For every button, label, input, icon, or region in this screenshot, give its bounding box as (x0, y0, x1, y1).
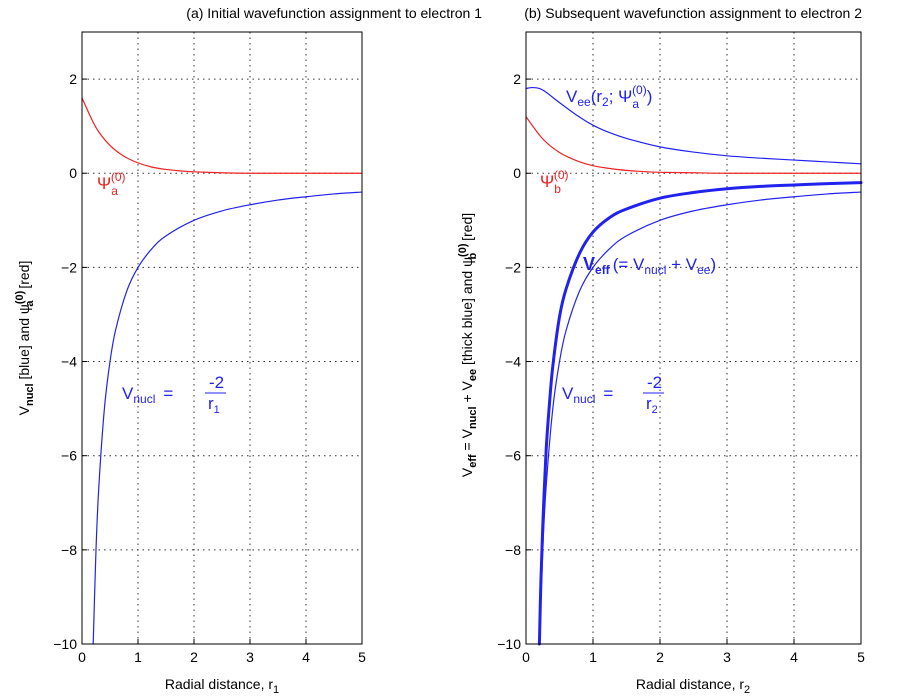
panel-a-x-label: Radial distance, r1 (165, 676, 279, 696)
panel-b-series-3-line (525, 116, 862, 174)
panel-b-psi-label: Ψb(0) (540, 168, 569, 196)
panel-b-y-tick-label: 2 (513, 71, 521, 87)
panel-b-veff-label: Veff (= Vnucl + Vee) (583, 254, 716, 277)
panel-a-x-tick-label: 3 (246, 649, 254, 665)
panel-b-y-tick-label: −10 (497, 636, 521, 652)
panel-b-series-0-line (538, 191, 862, 645)
panel-a-y-tick-label: 0 (69, 165, 77, 181)
panel-a-y-tick-label: −8 (61, 542, 77, 558)
panel-b-y-tick-label: −8 (505, 542, 521, 558)
panel-a-series-1-line (81, 97, 363, 174)
panel-b-y-label: Veff = Vnucl + Vee [thick blue] and ψ(0)… (457, 213, 479, 477)
panel-b-y-tick-label: 0 (513, 165, 521, 181)
panel-b-x-tick-label: 4 (790, 649, 798, 665)
panel-b-series-1-line (525, 86, 862, 165)
panel-b: (b) Subsequent wavefunction assignment t… (457, 5, 865, 696)
panel-b-x-tick-label: 3 (723, 649, 731, 665)
panel-a: (a) Initial wavefunction assignment to e… (14, 5, 482, 696)
panel-a-y-tick-label: 2 (69, 71, 77, 87)
panel-a-vnucl-numerator: -2 (209, 373, 224, 392)
panel-b-x-tick-label: 0 (522, 649, 530, 665)
panel-a-frame (81, 31, 363, 645)
panel-b-vnucl-denominator: r2 (646, 394, 658, 416)
panel-a-y-label: Vnucl [blue] and ψ(0)a [red] (14, 261, 36, 416)
panel-a-x-tick-label: 1 (134, 649, 142, 665)
panel-a-y-tick-label: −4 (61, 354, 77, 370)
panel-b-vnucl-numerator: -2 (647, 373, 662, 392)
panel-b-vnucl-label: Vnucl = (562, 384, 613, 406)
panel-a-vnucl-label: Vnucl = (122, 384, 173, 406)
panel-a-vnucl-denominator: r1 (208, 394, 220, 416)
panel-b-vee-label: Vee(r2; Ψa(0)) (566, 83, 652, 111)
panel-b-frame (525, 31, 862, 645)
panel-a-x-tick-label: 4 (302, 649, 310, 665)
panel-b-y-tick-label: −2 (505, 259, 521, 275)
panel-b-x-tick-label: 5 (857, 649, 865, 665)
panel-a-x-tick-label: 0 (78, 649, 86, 665)
panel-a-x-tick-label: 2 (190, 649, 198, 665)
panel-a-psi-label: Ψa(0) (97, 170, 126, 198)
panel-b-x-tick-label: 2 (656, 649, 664, 665)
panel-b-x-label: Radial distance, r2 (636, 676, 750, 696)
panel-b-title: (b) Subsequent wavefunction assignment t… (524, 5, 862, 21)
panel-a-series-0-line (92, 191, 363, 645)
panel-a-y-tick-label: −10 (53, 636, 77, 652)
panel-b-y-tick-label: −4 (505, 354, 521, 370)
panel-a-y-tick-label: −6 (61, 448, 77, 464)
panel-b-y-tick-label: −6 (505, 448, 521, 464)
panel-b-series-2-line (537, 181, 863, 646)
panel-a-x-tick-label: 5 (358, 649, 366, 665)
panel-a-title: (a) Initial wavefunction assignment to e… (186, 5, 482, 21)
panel-a-y-tick-label: −2 (61, 259, 77, 275)
panel-b-x-tick-label: 1 (589, 649, 597, 665)
